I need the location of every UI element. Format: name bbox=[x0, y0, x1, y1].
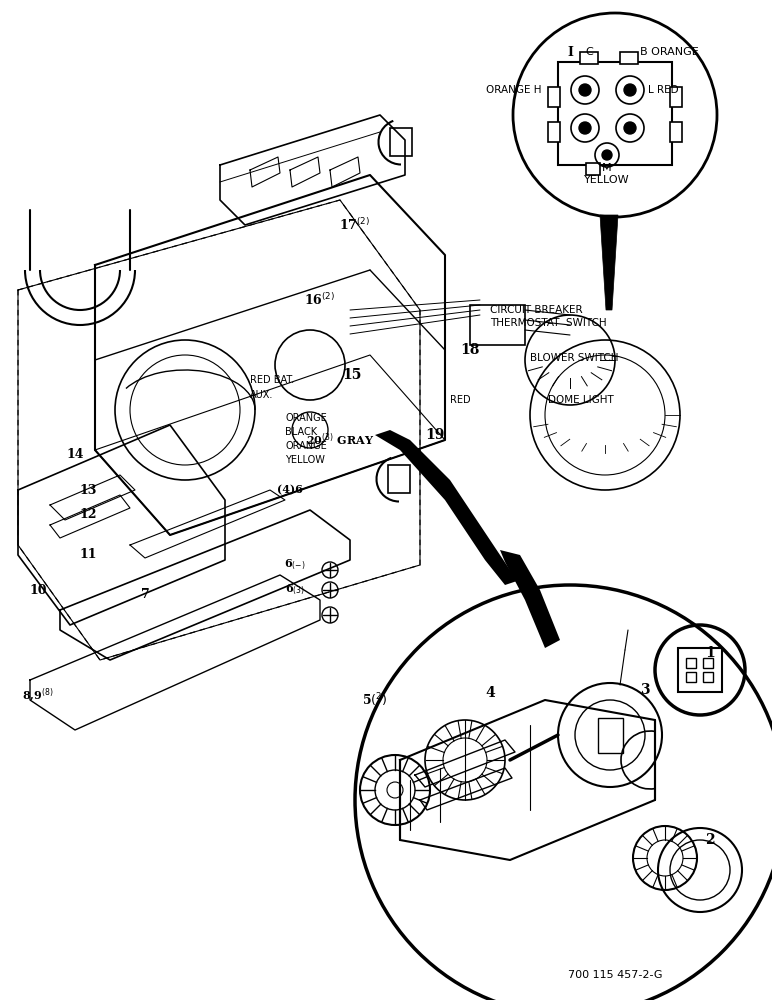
Bar bbox=[558, 62, 672, 165]
Polygon shape bbox=[375, 430, 520, 585]
Text: L RED: L RED bbox=[648, 85, 679, 95]
Bar bbox=[686, 658, 696, 668]
Bar bbox=[580, 52, 598, 64]
Text: 2: 2 bbox=[705, 833, 715, 847]
Bar bbox=[686, 672, 696, 682]
Text: CIRCUIT BREAKER: CIRCUIT BREAKER bbox=[490, 305, 583, 315]
Text: 13: 13 bbox=[80, 484, 96, 496]
Text: 6$_{(3)}$: 6$_{(3)}$ bbox=[285, 583, 305, 597]
Text: 1: 1 bbox=[705, 646, 715, 660]
Bar bbox=[678, 648, 722, 692]
Text: 10: 10 bbox=[29, 584, 47, 596]
Circle shape bbox=[624, 84, 636, 96]
Circle shape bbox=[602, 150, 612, 160]
Circle shape bbox=[579, 84, 591, 96]
Text: DOME LIGHT: DOME LIGHT bbox=[548, 395, 614, 405]
Text: (4)6: (4)6 bbox=[277, 485, 303, 495]
Text: BLOWER SWITCH: BLOWER SWITCH bbox=[530, 353, 618, 363]
Text: M: M bbox=[602, 163, 612, 173]
Text: 20$^{(3)}$ GRAY: 20$^{(3)}$ GRAY bbox=[306, 432, 374, 448]
Bar bbox=[548, 87, 560, 107]
Bar bbox=[620, 52, 638, 64]
Bar bbox=[586, 163, 600, 175]
Polygon shape bbox=[600, 215, 618, 310]
Text: 5$(^2)$: 5$(^2)$ bbox=[362, 691, 388, 709]
Text: 19: 19 bbox=[425, 428, 445, 442]
Circle shape bbox=[579, 122, 591, 134]
Text: YELLOW: YELLOW bbox=[584, 175, 630, 185]
Bar bbox=[470, 305, 525, 345]
Bar bbox=[703, 672, 713, 682]
Text: I: I bbox=[567, 45, 573, 58]
Text: YELLOW: YELLOW bbox=[285, 455, 325, 465]
Text: 15: 15 bbox=[342, 368, 362, 382]
Text: 7: 7 bbox=[141, 588, 149, 601]
Bar bbox=[388, 465, 410, 493]
Text: 700 115 457-2-G: 700 115 457-2-G bbox=[567, 970, 662, 980]
Text: THERMOSTAT  SWITCH: THERMOSTAT SWITCH bbox=[490, 318, 607, 328]
Text: 3: 3 bbox=[640, 683, 650, 697]
Text: BLACK: BLACK bbox=[285, 427, 317, 437]
Text: AUX.: AUX. bbox=[250, 390, 273, 400]
Text: ORANGE H: ORANGE H bbox=[486, 85, 542, 95]
Text: C: C bbox=[585, 47, 593, 57]
Bar bbox=[548, 122, 560, 142]
Bar bbox=[670, 122, 682, 142]
Bar bbox=[598, 718, 623, 753]
Circle shape bbox=[624, 122, 636, 134]
Text: 4: 4 bbox=[485, 686, 495, 700]
Text: 8,9$^{(8)}$: 8,9$^{(8)}$ bbox=[22, 686, 54, 704]
Text: ORANGE: ORANGE bbox=[285, 413, 327, 423]
Polygon shape bbox=[500, 550, 560, 648]
Text: 12: 12 bbox=[80, 508, 96, 522]
Text: 14: 14 bbox=[66, 448, 83, 462]
Bar bbox=[670, 87, 682, 107]
Bar bbox=[390, 128, 412, 156]
Text: 17$^{(2)}$: 17$^{(2)}$ bbox=[340, 217, 371, 233]
Text: 11: 11 bbox=[80, 548, 96, 562]
Text: 6$_{(-)}$: 6$_{(-)}$ bbox=[284, 558, 306, 572]
Text: RED BAT.: RED BAT. bbox=[250, 375, 294, 385]
Text: B ORANGE: B ORANGE bbox=[640, 47, 699, 57]
Bar bbox=[703, 658, 713, 668]
Text: ORANGE: ORANGE bbox=[285, 441, 327, 451]
Text: 16$^{(2)}$: 16$^{(2)}$ bbox=[304, 292, 336, 308]
Text: RED: RED bbox=[450, 395, 471, 405]
Text: 18: 18 bbox=[460, 343, 479, 357]
